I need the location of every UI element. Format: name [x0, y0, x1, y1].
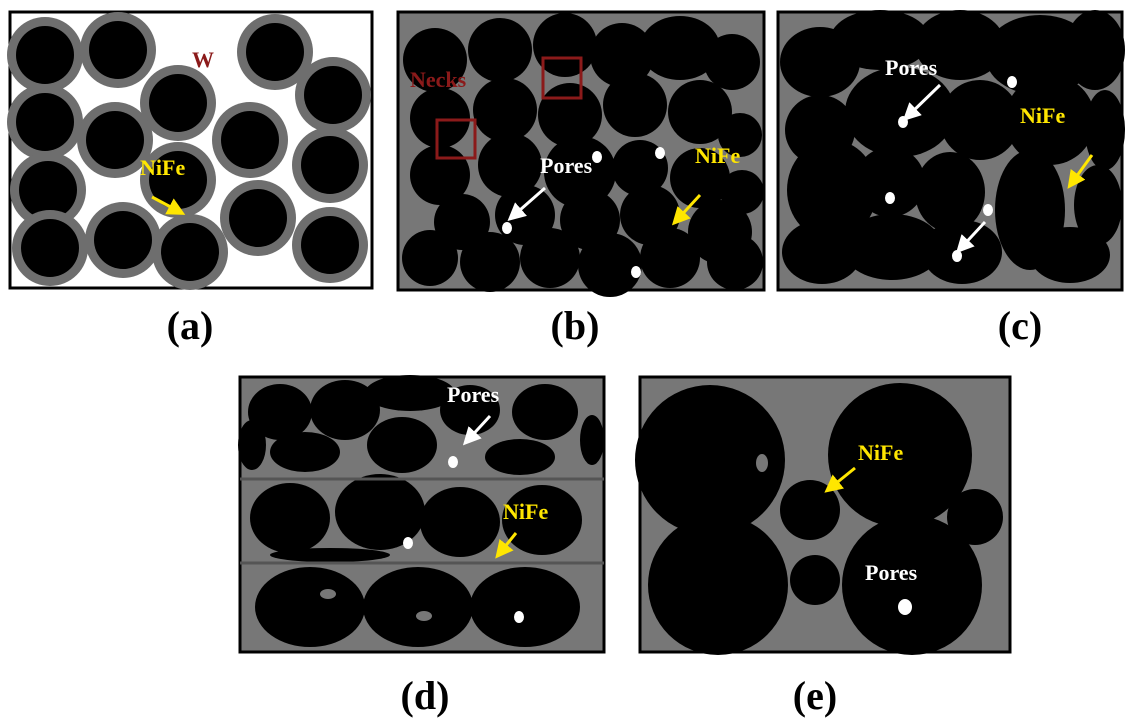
particle — [922, 220, 1002, 284]
particle — [420, 487, 500, 557]
pore — [898, 599, 912, 615]
particle — [363, 567, 473, 647]
particle — [580, 415, 604, 465]
annotation: NiFe — [503, 499, 548, 524]
particle-core — [21, 219, 79, 277]
annotation: NiFe — [858, 440, 903, 465]
pore — [416, 611, 432, 621]
particle — [845, 67, 955, 157]
annotation: NiFe — [140, 155, 185, 180]
particle — [915, 152, 985, 232]
annotation: Pores — [540, 153, 593, 178]
particle — [410, 88, 470, 148]
particle — [1030, 227, 1110, 283]
pore — [952, 250, 962, 262]
particle — [473, 78, 537, 142]
annotation: Pores — [885, 55, 938, 80]
pore — [1007, 76, 1017, 88]
particle-core — [16, 26, 74, 84]
particle — [640, 228, 700, 288]
particle-core — [301, 216, 359, 274]
particle-core — [229, 189, 287, 247]
panel-label: (b) — [551, 303, 600, 348]
particle — [468, 18, 532, 82]
pore — [983, 204, 993, 216]
particle — [855, 147, 925, 217]
pore — [403, 537, 413, 549]
particle — [402, 230, 458, 286]
annotation: NiFe — [695, 143, 740, 168]
particle — [512, 384, 578, 440]
particle-core — [149, 74, 207, 132]
pore — [631, 266, 641, 278]
particle — [520, 228, 580, 288]
annotation: Necks — [410, 67, 467, 92]
particle — [707, 234, 763, 290]
pore — [448, 456, 458, 468]
pore — [592, 151, 602, 163]
pore — [655, 147, 665, 159]
panel-label: (d) — [401, 673, 450, 718]
particle — [255, 567, 365, 647]
particle-core — [94, 211, 152, 269]
particle — [470, 567, 580, 647]
pore — [502, 222, 512, 234]
particle — [367, 417, 437, 473]
page: {"panels": [ {"label": "(a)", "annotatio… — [0, 0, 1132, 727]
particle-core — [246, 23, 304, 81]
particle — [238, 420, 266, 470]
particle-core — [301, 136, 359, 194]
particle — [250, 483, 330, 553]
particle — [270, 432, 340, 472]
panel-label: (c) — [998, 303, 1042, 348]
figure: W NiFe (a) Necks Pores NiFe (b) Pores NiFe (c) Por… — [0, 0, 1132, 727]
particle — [270, 548, 390, 562]
pore — [320, 589, 336, 599]
pore — [898, 116, 908, 128]
particle — [485, 439, 555, 475]
particle — [1065, 10, 1125, 90]
panel-label: (e) — [793, 673, 837, 718]
particle — [538, 83, 602, 147]
particle-core — [161, 223, 219, 281]
panel-label: (a) — [167, 303, 214, 348]
particle-core — [86, 111, 144, 169]
particle-core — [304, 66, 362, 124]
annotation: Pores — [865, 560, 918, 585]
pore — [885, 192, 895, 204]
particle-core — [16, 93, 74, 151]
annotation: Pores — [447, 382, 500, 407]
particle — [648, 515, 788, 655]
annotation: NiFe — [1020, 103, 1065, 128]
particle — [790, 555, 840, 605]
annotation: W — [192, 47, 214, 72]
particle-core — [221, 111, 279, 169]
particle — [603, 73, 667, 137]
pore — [514, 611, 524, 623]
particle — [578, 233, 642, 297]
particle — [704, 34, 760, 90]
particle-core — [89, 21, 147, 79]
particle — [460, 232, 520, 292]
particle — [335, 474, 425, 550]
pore — [756, 454, 768, 472]
particle — [947, 489, 1003, 545]
